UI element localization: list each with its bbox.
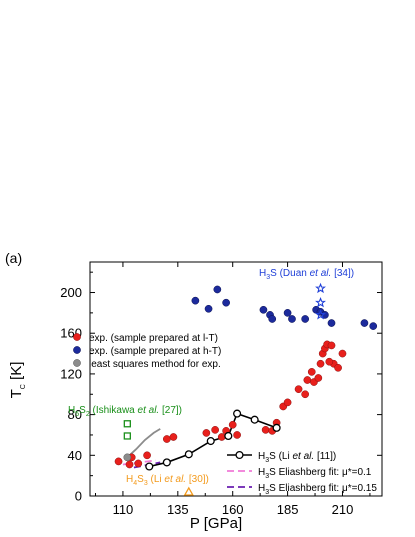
data-point-li11	[206, 437, 215, 446]
data-marks	[114, 282, 378, 496]
y-tick-label: 120	[60, 366, 82, 381]
data-point-li11	[145, 462, 154, 471]
legend-marker-li11	[235, 450, 244, 460]
legend-marker-ht	[73, 346, 81, 354]
legend-label-lsq: least squares method for exp.	[89, 359, 221, 370]
data-point-ht	[222, 298, 230, 307]
data-point-ht	[268, 315, 277, 323]
data-point-lt	[217, 433, 226, 441]
data-point-lt	[294, 385, 303, 394]
data-point-ishikawa	[123, 420, 131, 428]
data-point-ht	[259, 305, 268, 314]
x-tick-label: 185	[277, 502, 299, 517]
data-point-li11	[233, 409, 242, 418]
data-point-duan	[315, 309, 326, 320]
legend-label-fit1: H3S Eliashberg fit: μ*=0.1	[258, 467, 372, 480]
data-point-ht	[288, 315, 296, 323]
y-tick-label: 200	[60, 285, 82, 300]
data-point-lt	[211, 426, 219, 434]
data-point-lt	[303, 376, 312, 384]
legend-label-li11: H3S (Li et al. [11])	[258, 451, 336, 464]
data-point-lt	[202, 429, 211, 437]
annotation-li30: H4S3 (Li et al. [30])	[126, 474, 209, 487]
legend-label-fit2: H3S Eliashberg fit: μ*=0.15	[258, 483, 377, 496]
data-point-li11	[224, 431, 233, 441]
data-point-lt	[301, 390, 310, 399]
y-tick-label: 40	[68, 448, 82, 463]
legend-marker-lsq	[73, 359, 81, 367]
y-tick-label: 0	[75, 489, 82, 504]
data-point-lt	[125, 460, 134, 469]
axes	[89, 261, 383, 497]
x-tick-label: 160	[222, 502, 244, 517]
data-point-ht	[369, 322, 378, 330]
data-point-lt	[316, 359, 325, 368]
y-tick-label: 80	[68, 407, 82, 422]
data-point-duan	[315, 296, 326, 308]
data-point-lsq	[123, 453, 132, 462]
data-point-lt	[314, 374, 323, 382]
plot-frame	[89, 261, 383, 497]
data-point-ht	[360, 319, 369, 327]
annotation-duan: H3S (Duan et al. [34])	[259, 268, 354, 281]
data-point-li30	[183, 486, 194, 496]
data-point-li11	[250, 415, 259, 424]
data-point-lt	[334, 363, 342, 372]
data-point-lt	[134, 459, 143, 468]
data-point-li11	[162, 458, 171, 467]
x-tick-label: 110	[113, 502, 134, 517]
data-point-duan	[315, 282, 326, 294]
data-point-lt	[325, 357, 334, 366]
legend-left: exp. (sample prepared at l-T) exp. (samp…	[73, 333, 221, 370]
panel-label: (a)	[5, 250, 22, 266]
x-tick-label: 135	[167, 502, 189, 517]
data-point-ht	[327, 319, 336, 327]
data-point-lt	[114, 457, 123, 466]
data-point-lt	[327, 341, 336, 350]
annotation-ishikawa: H5S2 (Ishikawa et al. [27])	[68, 405, 182, 418]
data-point-lt	[307, 368, 316, 376]
data-point-lt	[261, 426, 270, 434]
legend-right: H3S (Li et al. [11]) H3S Eliashberg fit:…	[227, 450, 377, 496]
x-ticks: 110 135 160 185 210	[94, 262, 371, 517]
data-point-lt	[233, 431, 241, 439]
data-point-lt	[338, 349, 347, 358]
data-point-lt	[162, 435, 171, 443]
data-point-lt	[283, 398, 292, 407]
data-point-li11	[272, 423, 281, 432]
legend-label-ht: exp. (sample prepared at h-T)	[89, 346, 221, 357]
least-squares-curve	[126, 428, 161, 458]
legend-marker-lt	[73, 333, 81, 341]
data-point-lt	[169, 433, 178, 441]
data-point-ht	[191, 296, 200, 305]
data-point-ht	[204, 304, 213, 313]
data-point-lt	[228, 420, 237, 429]
data-point-ht	[283, 309, 292, 317]
y-axis-title: TC [K]	[8, 362, 27, 399]
x-tick-label: 210	[332, 502, 354, 517]
data-point-ht	[213, 285, 222, 294]
x-axis-title: P [GPa]	[190, 515, 242, 532]
data-point-ishikawa	[123, 432, 131, 440]
legend-label-lt: exp. (sample prepared at l-T)	[89, 333, 218, 344]
data-point-ht	[301, 315, 310, 323]
data-point-lt	[143, 451, 151, 460]
data-point-li11	[184, 450, 193, 459]
